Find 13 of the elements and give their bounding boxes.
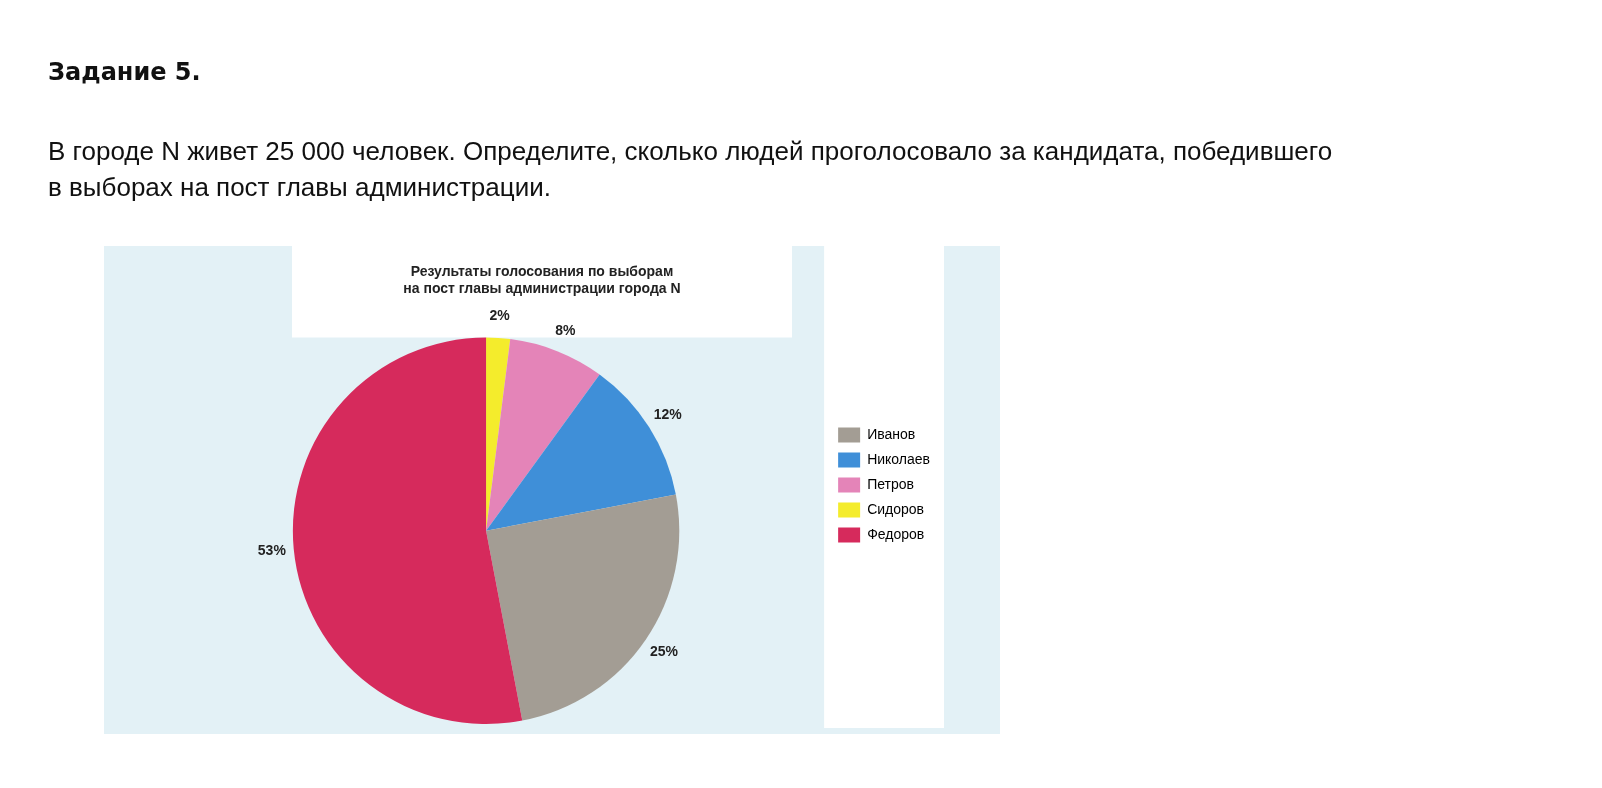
data-label: 53% [257, 541, 287, 558]
data-label: 2% [489, 306, 511, 323]
data-label: 12% [653, 406, 683, 423]
legend-label: Николаев [867, 450, 930, 467]
legend-label: Сидоров [867, 500, 925, 517]
legend-label: Петров [867, 475, 914, 492]
data-label: 8% [555, 321, 576, 338]
text: В городе N живет 25 000 человек. Определите, сколько людей проголосовало за кандидата, победившего в выборах на пост главы администрации. [48, 135, 1334, 204]
chart-title: Результаты голосования по выборам на пост главы администрации города N [403, 263, 681, 297]
legend-label: Федоров [867, 525, 925, 542]
legend-label: Иванов [867, 425, 916, 442]
data-label: 25% [650, 642, 679, 659]
text: Задание 5. [48, 58, 201, 86]
